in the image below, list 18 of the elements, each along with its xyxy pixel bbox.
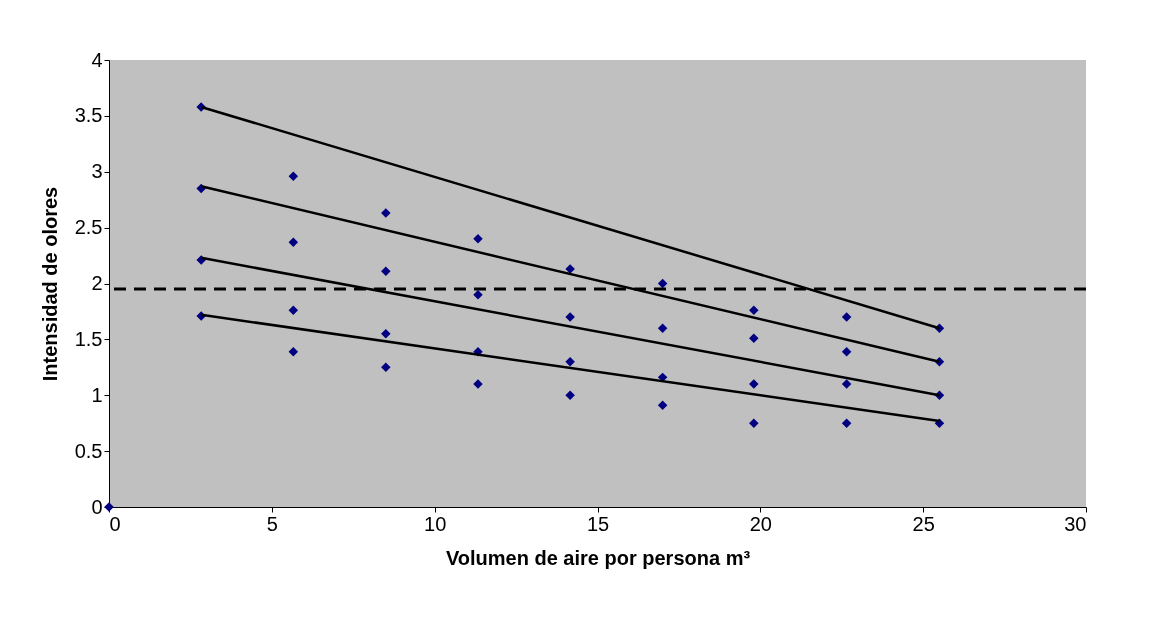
x-tick-label: 30 bbox=[1064, 512, 1087, 535]
y-axis-title: Intensidad de olores bbox=[38, 186, 61, 382]
x-tick-label: 0 bbox=[109, 512, 121, 535]
x-tick-label: 10 bbox=[424, 512, 447, 535]
x-axis-title: Volumen de aire por persona m³ bbox=[445, 546, 751, 569]
y-tick-label: 2.5 bbox=[74, 216, 103, 239]
x-tick-label: 15 bbox=[586, 512, 610, 535]
y-tick-label: 4 bbox=[91, 48, 103, 71]
x-tick-label: 25 bbox=[912, 512, 935, 535]
y-tick-label: 1 bbox=[91, 383, 103, 406]
y-tick-label: 3 bbox=[91, 160, 103, 183]
x-tick-label: 5 bbox=[266, 512, 278, 535]
y-tick-label: 0 bbox=[91, 495, 103, 518]
y-tick-label: 0.5 bbox=[74, 439, 103, 462]
x-tick-label: 20 bbox=[749, 512, 772, 535]
y-tick-label: 2 bbox=[91, 272, 103, 294]
y-tick-label: 1.5 bbox=[74, 327, 103, 350]
y-tick-label: 3.5 bbox=[74, 104, 103, 127]
